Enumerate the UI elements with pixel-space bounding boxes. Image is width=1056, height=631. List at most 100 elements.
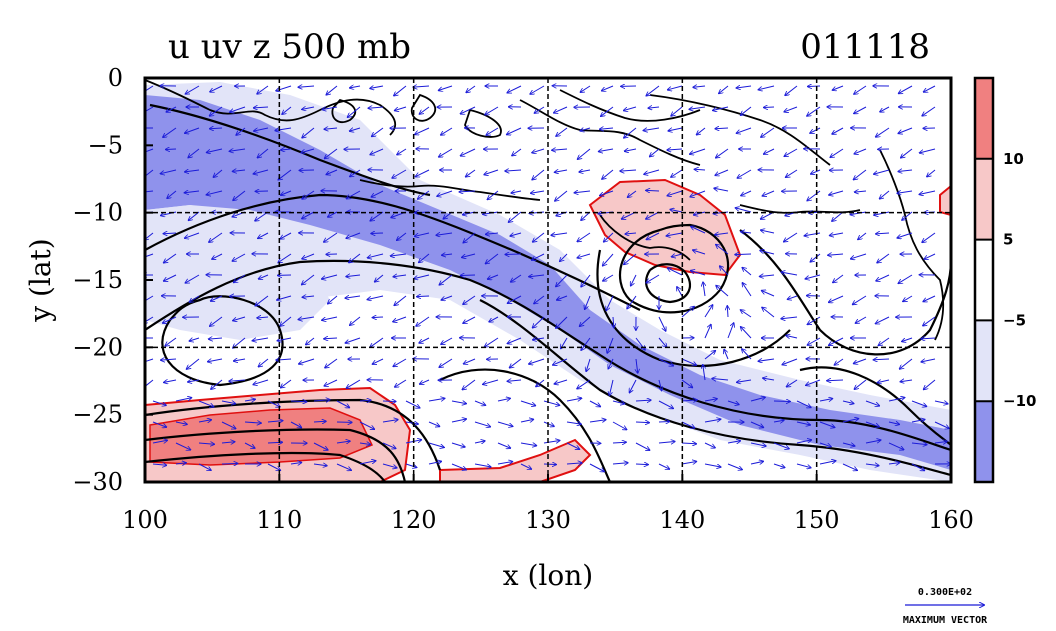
wind-vector bbox=[207, 148, 223, 153]
wind-vector bbox=[552, 149, 568, 150]
vector-legend-label: MAXIMUM VECTOR bbox=[903, 615, 988, 626]
wind-vector bbox=[281, 190, 292, 195]
wind-vector bbox=[229, 380, 246, 381]
wind-vector bbox=[302, 127, 315, 138]
wind-vector bbox=[716, 286, 729, 297]
wind-vector bbox=[828, 254, 844, 255]
wind-vector bbox=[382, 442, 396, 448]
wind-vector bbox=[532, 253, 545, 260]
wind-vector bbox=[874, 169, 890, 174]
wind-vector bbox=[646, 274, 660, 283]
wind-vector bbox=[671, 106, 683, 116]
wind-vector bbox=[763, 378, 775, 380]
wind-vector bbox=[367, 295, 384, 300]
wind-vector bbox=[463, 232, 476, 243]
wind-vector bbox=[898, 127, 913, 133]
wind-vector bbox=[603, 253, 614, 266]
wind-vector bbox=[556, 127, 568, 136]
wind-vector bbox=[413, 86, 430, 87]
wind-vector bbox=[325, 358, 338, 368]
wind-vector bbox=[624, 106, 637, 111]
wind-vector bbox=[190, 295, 200, 302]
wind-vector bbox=[865, 440, 881, 444]
wind-vector bbox=[830, 233, 844, 236]
wind-vector bbox=[555, 190, 568, 201]
wind-vector bbox=[672, 254, 683, 257]
wind-vector bbox=[581, 337, 591, 350]
wind-vector bbox=[646, 211, 660, 219]
wind-vector bbox=[758, 359, 775, 361]
y-tick-label: −15 bbox=[72, 266, 123, 294]
wind-vector bbox=[359, 461, 376, 465]
wind-vector bbox=[724, 350, 729, 360]
wind-vector bbox=[650, 148, 660, 157]
wind-vector bbox=[934, 442, 947, 444]
wind-vector bbox=[624, 127, 637, 138]
wind-vector bbox=[505, 254, 522, 255]
wind-vector bbox=[350, 128, 361, 131]
wind-vector bbox=[690, 190, 706, 197]
wind-vector bbox=[393, 316, 407, 322]
wind-vector bbox=[762, 190, 775, 196]
wind-vector bbox=[658, 442, 675, 444]
wind-vector bbox=[211, 295, 223, 301]
wind-vector bbox=[581, 274, 591, 287]
wind-vector bbox=[625, 233, 637, 234]
wind-vector bbox=[164, 380, 177, 382]
wind-vector bbox=[737, 169, 752, 178]
wind-vector bbox=[681, 307, 694, 318]
wind-vector bbox=[788, 295, 798, 299]
wind-vector bbox=[145, 358, 154, 363]
wind-vector bbox=[395, 379, 407, 387]
wind-vector bbox=[580, 316, 591, 326]
wind-vector bbox=[244, 422, 261, 423]
x-tick-label: 130 bbox=[525, 506, 571, 534]
wind-vector bbox=[232, 253, 246, 261]
wind-vector bbox=[727, 441, 740, 443]
coastline bbox=[331, 98, 357, 123]
wind-vector bbox=[530, 85, 545, 94]
wind-vector bbox=[720, 266, 729, 276]
wind-vector bbox=[277, 338, 292, 341]
wind-vector bbox=[152, 400, 166, 405]
height-contour bbox=[145, 451, 386, 482]
wind-vector bbox=[166, 149, 177, 150]
wind-vector bbox=[647, 232, 660, 239]
wind-vector bbox=[533, 316, 545, 328]
wind-vector bbox=[704, 419, 721, 423]
wind-vector bbox=[727, 400, 739, 405]
wind-vector bbox=[658, 316, 666, 331]
wind-vector bbox=[764, 148, 775, 154]
wind-vector bbox=[897, 191, 913, 193]
wind-vector bbox=[185, 232, 200, 238]
wind-vector bbox=[646, 85, 660, 96]
wind-vector bbox=[208, 359, 223, 362]
wind-vector bbox=[163, 233, 177, 234]
wind-vector bbox=[787, 379, 798, 387]
wind-vector bbox=[198, 443, 214, 444]
wind-vector bbox=[488, 274, 499, 279]
wind-vector bbox=[346, 232, 361, 238]
wind-vector bbox=[419, 253, 430, 262]
wind-vector bbox=[566, 463, 582, 464]
wind-vector bbox=[485, 337, 499, 347]
wind-vector bbox=[322, 274, 338, 279]
wind-vector bbox=[336, 400, 349, 408]
wind-vector bbox=[210, 85, 223, 92]
wind-vector bbox=[911, 400, 927, 406]
wind-vector bbox=[796, 440, 811, 444]
wind-vector bbox=[255, 295, 269, 306]
height-contour bbox=[145, 259, 951, 452]
wind-vector bbox=[394, 295, 407, 305]
wind-vector bbox=[306, 337, 315, 345]
colorbar-segment bbox=[975, 158, 993, 240]
wind-vector bbox=[508, 295, 522, 303]
wind-vector bbox=[313, 400, 330, 401]
wind-vector bbox=[302, 190, 315, 199]
wind-vector bbox=[603, 274, 614, 281]
wind-vector bbox=[282, 106, 292, 114]
wind-vector bbox=[773, 442, 789, 449]
wind-vector bbox=[589, 400, 600, 407]
wind-vector bbox=[533, 338, 545, 340]
